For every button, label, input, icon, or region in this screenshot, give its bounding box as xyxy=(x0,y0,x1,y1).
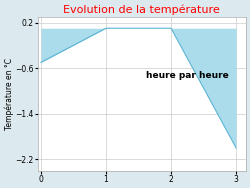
Text: heure par heure: heure par heure xyxy=(146,71,229,80)
Y-axis label: Température en °C: Température en °C xyxy=(4,58,14,130)
Title: Evolution de la température: Evolution de la température xyxy=(64,4,220,15)
